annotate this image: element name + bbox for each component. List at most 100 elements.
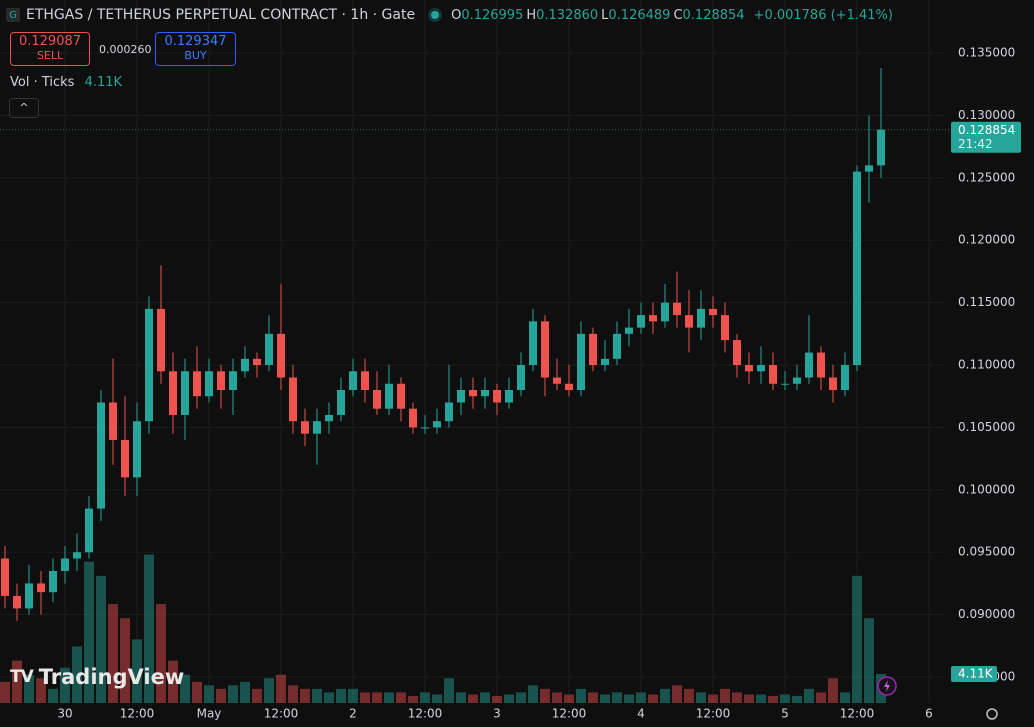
candle-body xyxy=(133,421,141,478)
ohlc-key: C xyxy=(673,8,683,23)
candle-body xyxy=(445,402,453,422)
ohlc-value: 0.126995 xyxy=(461,8,524,23)
candle-body xyxy=(205,371,213,397)
buy-button[interactable]: 0.129347 BUY xyxy=(155,32,236,66)
candle-body xyxy=(385,383,393,409)
volume-bar xyxy=(660,688,670,703)
y-tick-label: 0.130000 xyxy=(958,108,1015,122)
candle-body xyxy=(229,371,237,391)
candle-body xyxy=(289,377,297,422)
x-tick-label: May xyxy=(197,707,222,721)
volume-bar xyxy=(132,639,142,703)
volume-bar xyxy=(636,692,646,703)
candle-body xyxy=(277,333,285,378)
candle-body xyxy=(73,552,81,559)
candle-body xyxy=(565,383,573,391)
candle-body xyxy=(601,358,609,366)
y-tick-label: 0.095000 xyxy=(958,545,1015,559)
candle-body xyxy=(301,421,309,434)
candle-body xyxy=(745,365,753,372)
volume-bar xyxy=(432,694,442,703)
volume-bar xyxy=(732,692,742,703)
volume-bar xyxy=(312,688,322,703)
candle-body xyxy=(649,315,657,322)
volume-bar xyxy=(204,685,214,703)
sell-button[interactable]: 0.129087 SELL xyxy=(10,32,90,66)
market-status-dot xyxy=(431,11,440,19)
x-tick-label: 5 xyxy=(781,707,789,721)
sell-price: 0.129087 xyxy=(18,34,82,49)
candle-body xyxy=(157,308,165,372)
collapse-button[interactable]: ^ xyxy=(9,98,39,118)
candle-body xyxy=(865,165,873,172)
volume-bar xyxy=(516,692,526,703)
y-tick-label: 0.105000 xyxy=(958,420,1015,434)
candle-body xyxy=(25,583,33,609)
volume-bar xyxy=(108,604,118,703)
volume-bar xyxy=(96,575,106,703)
volume-bar xyxy=(408,695,418,703)
ohlc-key: L xyxy=(601,8,609,23)
candle-body xyxy=(769,365,777,384)
candle-body xyxy=(685,315,693,328)
volume-bar xyxy=(264,678,274,703)
y-tick-label: 0.110000 xyxy=(958,358,1015,372)
volume-bar xyxy=(228,685,238,703)
x-tick-label: 2 xyxy=(349,707,357,721)
symbol-title[interactable]: ETHGAS / TETHERUS PERPETUAL CONTRACT · 1… xyxy=(26,7,416,23)
volume-bar xyxy=(456,692,466,703)
last-price-box xyxy=(951,121,1021,153)
candle-body xyxy=(433,421,441,428)
volume-bar xyxy=(864,618,874,703)
watermark-text: TradingView xyxy=(38,665,185,689)
y-tick-label: 0.090000 xyxy=(958,607,1015,621)
volume-bar xyxy=(696,692,706,703)
candle-body xyxy=(373,390,381,409)
volume-bar xyxy=(816,692,826,703)
x-tick-label: 12:00 xyxy=(408,707,443,721)
volume-bar xyxy=(804,688,814,703)
volume-bar xyxy=(492,695,502,703)
volume-bar xyxy=(120,618,130,703)
volume-bar xyxy=(528,685,538,703)
volume-bar xyxy=(708,694,718,703)
volume-bar xyxy=(72,646,82,703)
volume-bar xyxy=(852,575,862,703)
volume-bar xyxy=(420,692,430,703)
volume-bar xyxy=(348,688,358,703)
volume-bar xyxy=(288,685,298,703)
settings-icon[interactable] xyxy=(986,708,998,720)
candle-body xyxy=(493,390,501,403)
y-tick-label: 0.115000 xyxy=(958,295,1015,309)
volume-bar xyxy=(684,688,694,703)
candle-body xyxy=(265,333,273,366)
x-tick-label: 6 xyxy=(925,707,933,721)
volume-bar xyxy=(276,674,286,703)
candle-body xyxy=(61,558,69,571)
candle-body xyxy=(529,321,537,366)
candle-body xyxy=(553,377,561,384)
candle-body xyxy=(397,383,405,409)
candle-body xyxy=(109,402,117,440)
volume-bar xyxy=(60,667,70,703)
candle-body xyxy=(97,402,105,509)
candle-body xyxy=(625,327,633,334)
volume-bar xyxy=(720,688,730,703)
symbol-icon: G xyxy=(6,8,20,22)
volume-bar xyxy=(396,692,406,703)
replay-icon-bolt xyxy=(884,680,890,692)
ohlc-value: 0.128854 xyxy=(682,8,745,23)
volume-bar xyxy=(840,692,850,703)
candle-body xyxy=(181,371,189,415)
candle-body xyxy=(349,371,357,391)
price-axis xyxy=(945,0,1034,703)
volume-bar xyxy=(84,561,94,703)
volume-bar xyxy=(588,692,598,703)
candle-body xyxy=(841,365,849,391)
volume-legend: Vol · Ticks 4.11K xyxy=(10,75,122,90)
x-tick-label: 12:00 xyxy=(840,707,875,721)
candle-body xyxy=(877,129,885,166)
candle-body xyxy=(13,595,21,609)
watermark-logo: TV xyxy=(10,667,34,687)
